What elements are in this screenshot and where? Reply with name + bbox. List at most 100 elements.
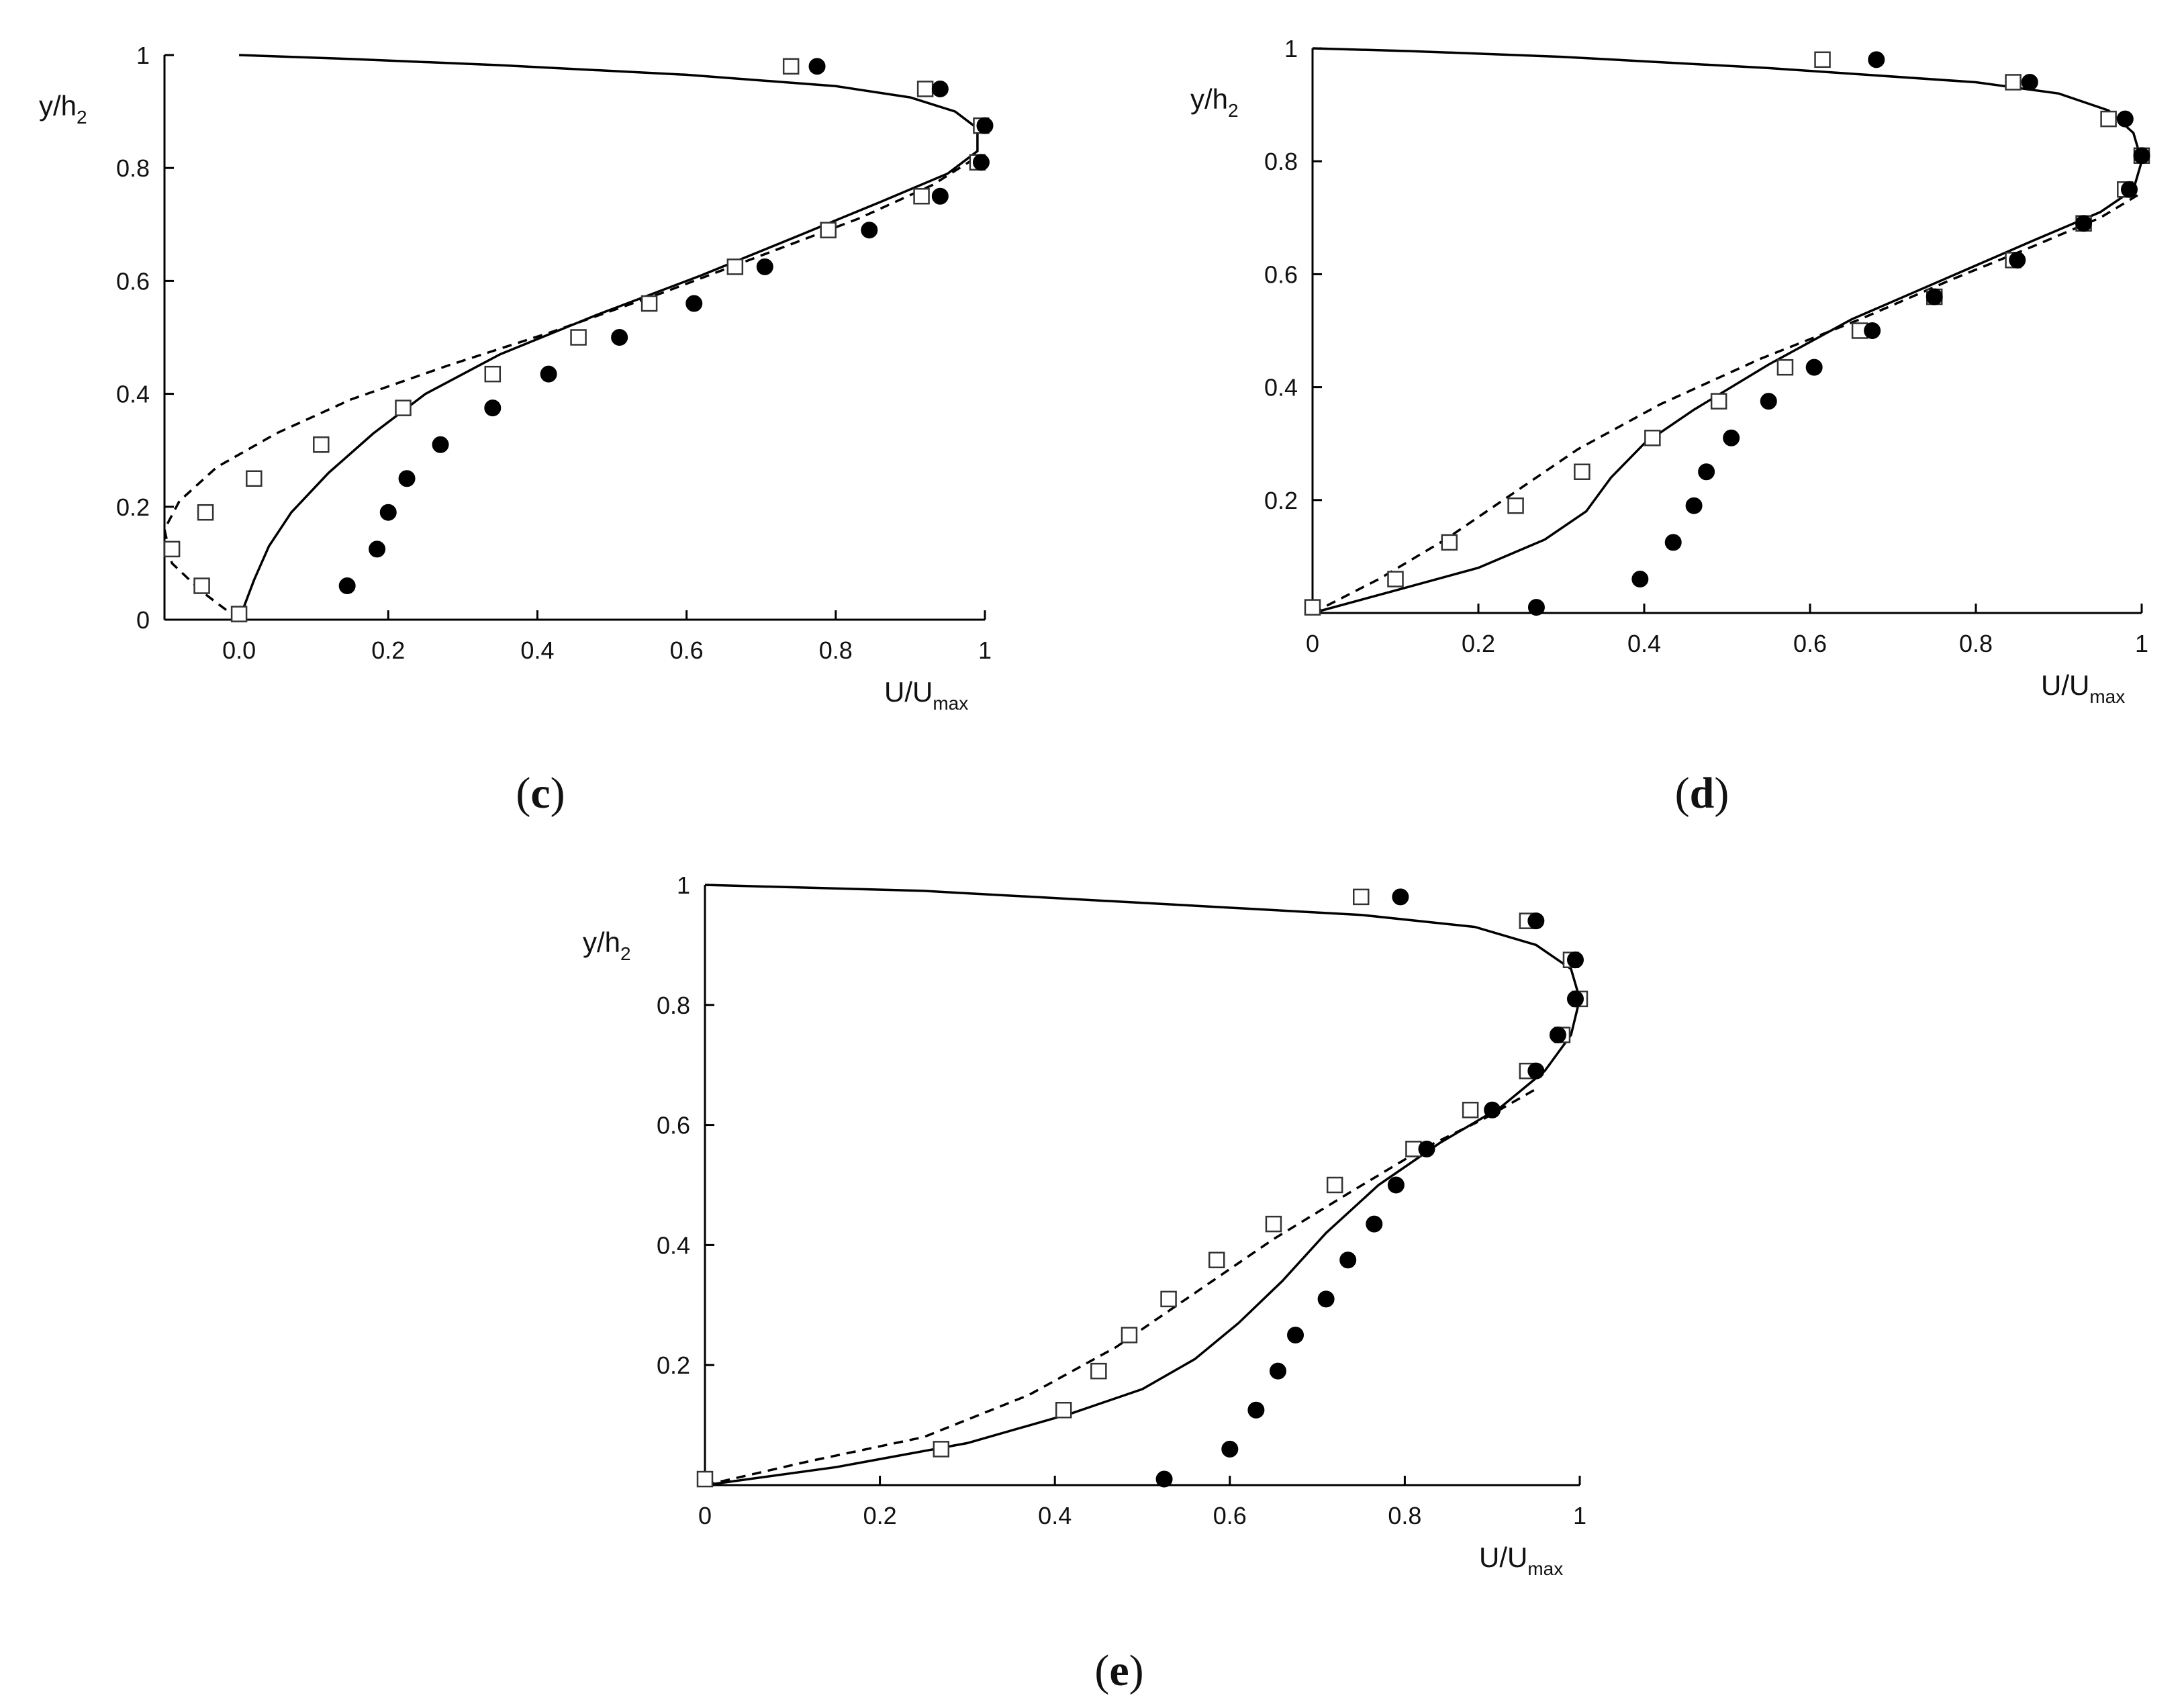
x-tick-label: 0.2 [371,636,405,664]
square-marker [1814,51,1831,68]
x-axis-label-subscript: max [1527,1558,1563,1579]
x-axis-label-subscript: max [2089,686,2125,707]
square-marker [1353,888,1370,906]
x-axis-label: U/Umax [884,676,968,714]
square-marker [782,58,800,75]
square-marker [1574,463,1590,480]
panel-label-letter: d [1690,769,1715,818]
circle-marker [2075,215,2093,232]
square-marker [570,329,587,346]
panel-label-open-paren: ( [1094,1646,1109,1695]
circle-marker [338,577,356,595]
circle-marker [2009,251,2026,269]
x-tick-label: 1 [978,636,992,664]
circle-marker [1664,534,1682,551]
square-marker [246,470,263,487]
circle-marker [976,117,994,134]
panel-label-close-paren: ) [1714,769,1729,818]
solid-curve [1312,47,2143,614]
circle-marker [1868,51,1885,68]
y-axis-label: y/h2 [583,927,631,964]
square-marker [820,222,837,238]
square-marker [1441,534,1458,551]
square-marker [933,1441,950,1458]
x-tick-label: 0.2 [1462,630,1495,657]
circle-marker [2133,147,2150,164]
solid-curve [238,54,979,620]
square-marker [313,436,330,453]
y-axis-label-subscript: 2 [1228,100,1239,121]
solid-curve [704,884,1581,1486]
circle-marker [1339,1251,1357,1269]
circle-marker [972,154,990,171]
square-marker [1121,1327,1138,1343]
circle-marker [1685,497,1703,514]
circle-marker [1631,571,1649,588]
circle-marker [2116,110,2134,128]
square-marker [696,1470,714,1488]
y-tick-label: 0.8 [116,154,150,182]
circle-marker [1805,359,1823,376]
circle-marker [1566,951,1584,969]
x-tick-label: 1 [2135,630,2148,657]
square-marker [1776,359,1794,376]
square-marker [163,540,181,558]
panel-d-chart: 0 0.2 0.4 0.6 0.8 1 0.2 0.4 0.6 0.8 1 U/Umax y/h2 (d) [1190,35,2150,818]
circle-marker [808,58,826,75]
x-tick-label: 0.8 [1388,1502,1421,1529]
circle-marker [1269,1362,1286,1380]
y-tick-label: 0 [136,606,150,634]
circle-marker [379,504,397,521]
panel-e-chart: 0 0.2 0.4 0.6 0.8 1 0.2 0.4 0.6 0.8 1 U/Umax y/h2 (e) [583,871,1588,1695]
x-tick-label: 0.8 [1959,630,1993,657]
square-marker [1265,1215,1282,1233]
y-axis-label: y/h2 [39,90,87,128]
circle-marker [1317,1290,1335,1308]
circle-marker [1221,1440,1239,1458]
panel-label-letter: e [1109,1646,1129,1695]
circle-marker [540,365,557,383]
square-marker [1710,393,1727,410]
x-tick-label: 0.2 [863,1502,897,1529]
square-marker [230,606,248,622]
x-tick-label: 0.4 [520,636,554,664]
circle-marker [1760,393,1777,410]
circle-marker [432,436,449,453]
y-tick-label: 0.4 [1264,374,1298,401]
circle-marker [1392,888,1409,906]
y-tick-label: 0.2 [657,1352,690,1379]
x-tick-label: 1 [1573,1502,1586,1529]
circle-marker [1287,1327,1304,1343]
y-axis-label-subscript: 2 [77,107,87,128]
x-tick-label: 0 [1306,630,1319,657]
x-tick-label: 0 [698,1502,712,1529]
circle-marker [2021,73,2038,91]
x-tick-label: 0.6 [1793,630,1827,657]
circle-marker [1549,1027,1566,1043]
circle-marker [611,329,628,346]
circle-marker [2120,181,2138,198]
circle-marker [1926,288,1943,305]
circle-marker [1864,322,1881,339]
y-tick-label: 1 [1284,35,1298,62]
circle-marker [1247,1401,1265,1419]
y-tick-label: 0.2 [116,493,150,521]
y-tick-label: 0.6 [116,267,150,295]
circle-marker [484,399,502,417]
circle-marker [685,295,703,312]
circle-marker [1387,1176,1405,1194]
square-marker [1160,1290,1177,1308]
dashed-curve [163,155,978,621]
circle-marker [931,80,949,97]
y-tick-label: 0.8 [1264,148,1298,175]
x-tick-label: 0.0 [222,636,256,664]
x-axis-label-subscript: max [933,693,968,714]
square-marker [1208,1251,1225,1268]
y-tick-label: 0.6 [1264,260,1298,288]
x-axis-label: U/Umax [2041,669,2125,707]
dashed-curve [1312,194,2138,614]
y-tick-label: 0.8 [657,992,690,1019]
square-marker [1090,1362,1107,1380]
y-axis-label-main: y/h [1190,83,1228,115]
square-marker [1462,1102,1479,1119]
